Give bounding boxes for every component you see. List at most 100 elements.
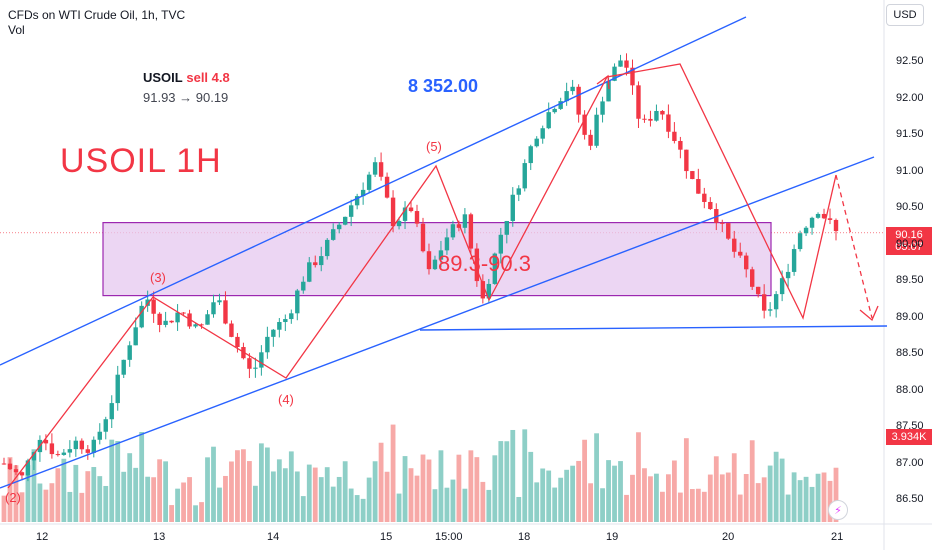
volume-bar — [785, 494, 791, 522]
candle-body — [558, 101, 563, 109]
candle — [582, 110, 587, 140]
candle-body — [534, 138, 539, 147]
candle — [773, 291, 779, 318]
volume-bar — [378, 442, 384, 522]
candle-body — [217, 300, 222, 303]
volume-bar — [552, 487, 558, 522]
candle-body — [133, 327, 138, 346]
candle-body — [480, 281, 486, 299]
candle-body — [259, 352, 264, 368]
candle-body — [708, 201, 713, 210]
candle-body — [43, 439, 49, 444]
x-tick-label: 21 — [831, 531, 844, 543]
volume-bar — [755, 483, 761, 522]
candle — [91, 436, 96, 458]
volume-bar — [654, 473, 659, 522]
candle-body — [193, 324, 198, 327]
candle — [175, 304, 180, 331]
candle — [785, 263, 791, 289]
candle-body — [307, 262, 312, 282]
candle-body — [247, 358, 252, 369]
candle — [211, 294, 216, 318]
candle — [744, 252, 749, 278]
volume-bar — [438, 450, 444, 522]
candle — [666, 104, 671, 139]
candle — [684, 149, 689, 179]
volume-bar — [384, 471, 390, 522]
candle-body — [97, 431, 102, 440]
candle-body — [714, 209, 719, 223]
candle — [85, 445, 90, 460]
volume-bar — [49, 483, 55, 522]
candle-body — [690, 171, 695, 180]
volume-bar — [558, 477, 564, 522]
volume-bar — [648, 476, 653, 522]
candle — [468, 212, 474, 254]
volume-bar — [13, 465, 19, 522]
candle — [534, 136, 539, 148]
candle-body — [372, 162, 378, 175]
candle-body — [7, 463, 13, 470]
volume-bar — [522, 429, 528, 522]
volume-bar — [79, 492, 85, 522]
volume-bar — [223, 475, 228, 522]
chart-header: CFDs on WTI Crude Oil, 1h, TVC Vol — [8, 8, 185, 38]
volume-bar — [372, 461, 378, 522]
candle — [378, 152, 384, 181]
volume-bar — [31, 449, 37, 522]
volume-bar — [139, 432, 145, 522]
candle-body — [319, 256, 324, 266]
volume-bar — [504, 441, 510, 522]
candle — [229, 320, 234, 338]
candle-body — [157, 313, 162, 325]
candle-body — [396, 220, 402, 227]
y-tick-label: 92.50 — [896, 55, 924, 67]
instrument-timeframe-label: USOIL 1H — [60, 142, 222, 180]
volume-bar — [624, 494, 629, 522]
candle-body — [456, 224, 462, 228]
volume-bar — [486, 489, 492, 522]
volume-bar — [115, 441, 121, 522]
candle-body — [103, 419, 108, 432]
candle-body — [408, 207, 414, 212]
volume-bar — [300, 496, 306, 522]
candle-body — [295, 290, 300, 314]
candle-body — [726, 223, 731, 239]
volume-bar — [767, 465, 773, 522]
candle — [223, 291, 228, 325]
currency-button[interactable]: USD — [886, 4, 924, 26]
candle — [660, 110, 665, 120]
candle-body — [803, 227, 809, 234]
volume-bar — [151, 477, 157, 522]
y-tick-label: 91.50 — [896, 128, 924, 140]
volume-bar — [1, 495, 7, 522]
lightning-icon[interactable]: ⚡ — [828, 500, 848, 520]
candle — [307, 257, 312, 283]
candle-body — [666, 114, 671, 132]
candle — [492, 252, 498, 285]
candle — [576, 84, 581, 123]
wave-arrowhead — [596, 74, 610, 90]
candle-body — [510, 194, 515, 221]
candle — [594, 107, 599, 148]
candle-body — [600, 101, 605, 115]
volume-bar — [133, 467, 139, 522]
volume-bar — [330, 486, 336, 522]
volume-bar — [564, 469, 570, 522]
candle-body — [414, 211, 420, 224]
candle-body — [797, 233, 803, 250]
candle — [139, 301, 144, 329]
volume-bar — [636, 432, 641, 522]
volume-indicator-label[interactable]: Vol — [8, 23, 25, 37]
volume-bar — [779, 458, 785, 522]
candle — [426, 243, 432, 275]
candle-body — [684, 149, 689, 172]
candle-body — [744, 255, 749, 270]
volume-bar — [576, 460, 582, 522]
volume-bar — [211, 446, 216, 522]
candle — [624, 53, 629, 76]
candle — [259, 345, 264, 376]
candle-body — [791, 249, 797, 272]
